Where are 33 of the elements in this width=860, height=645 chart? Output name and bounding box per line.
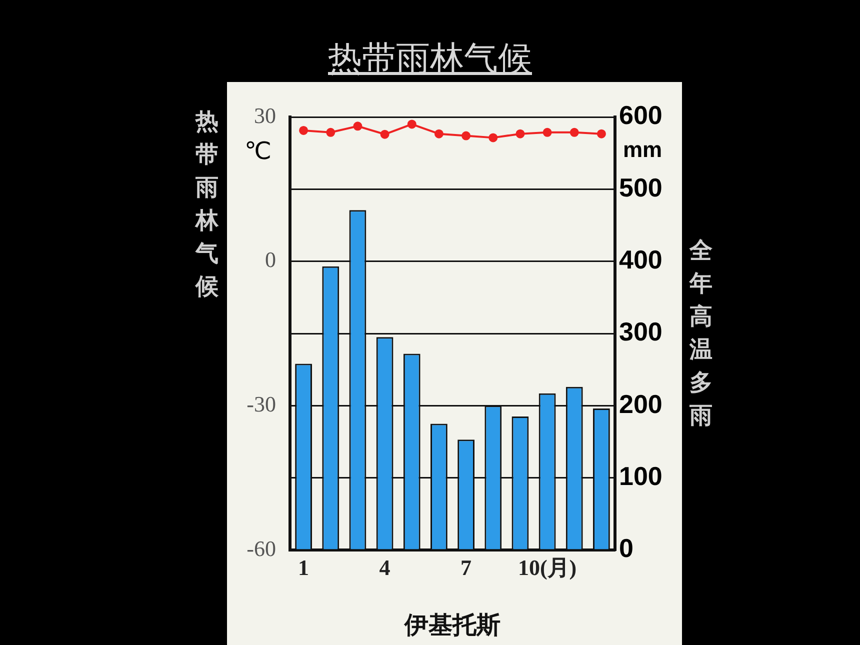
x-axis-title: 伊基托斯 <box>404 610 500 639</box>
y-tick-label: -60 <box>246 536 276 561</box>
y2-tick-label: 300 <box>619 316 662 347</box>
point <box>434 129 444 138</box>
point <box>516 129 525 138</box>
x-tick-label: 7 <box>460 554 472 580</box>
y2-tick-label: 600 <box>619 100 662 130</box>
point <box>299 126 308 135</box>
point <box>570 128 579 137</box>
y-tick-label: 0 <box>265 247 276 272</box>
point <box>380 130 390 139</box>
x-tick-label: 4 <box>379 554 390 580</box>
point <box>462 131 471 140</box>
point <box>326 128 336 137</box>
point <box>353 122 362 131</box>
y-tick-label: -30 <box>246 391 276 416</box>
point <box>488 133 498 142</box>
point <box>407 120 416 129</box>
y-tick-label: 30 <box>254 102 276 128</box>
text: 热带雨林气候 <box>194 108 220 302</box>
x-tick-label: 10(月) <box>518 554 577 580</box>
y2-tick-label: 500 <box>619 172 662 202</box>
y2-tick-label: 0 <box>619 533 634 564</box>
y2-tick-label: 200 <box>619 388 662 419</box>
y2-tick-label: 400 <box>619 244 662 275</box>
point <box>596 129 606 138</box>
y2-axis-title: mm <box>623 137 662 162</box>
chart-title: 热带雨林气候 <box>327 38 533 81</box>
text: 全年高温多雨 <box>688 237 714 431</box>
y-axis-title: ℃ <box>244 137 272 165</box>
y2-tick-label: 100 <box>619 461 662 492</box>
point <box>542 128 552 137</box>
x-tick-label: 1 <box>298 554 310 580</box>
